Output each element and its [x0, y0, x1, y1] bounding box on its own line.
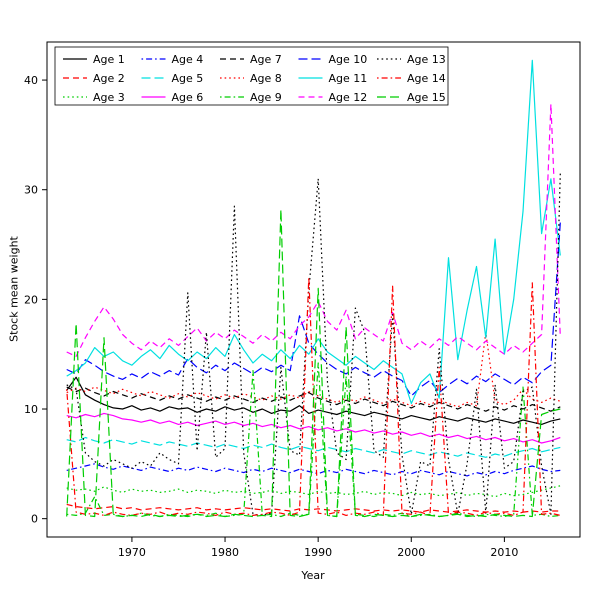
x-tick-label: 1970 — [118, 546, 146, 559]
legend-label-age-14: Age 14 — [407, 72, 446, 85]
y-tick-label: 10 — [24, 403, 38, 416]
x-tick-label: 1990 — [304, 546, 332, 559]
legend-label-age-15: Age 15 — [407, 91, 446, 104]
x-tick-label: 2010 — [490, 546, 518, 559]
series-line-age-2 — [66, 503, 561, 513]
legend-label-age-8: Age 8 — [250, 72, 282, 85]
y-tick-label: 0 — [31, 513, 38, 526]
x-axis-label: Year — [301, 569, 325, 582]
y-tick-label: 30 — [24, 184, 38, 197]
series-line-age-12 — [66, 103, 561, 357]
series-line-age-14 — [66, 276, 561, 517]
legend-label-age-2: Age 2 — [93, 72, 125, 85]
series-line-age-3 — [66, 485, 561, 498]
legend-label-age-13: Age 13 — [407, 53, 446, 66]
legend-label-age-3: Age 3 — [93, 91, 125, 104]
y-axis-label: Stock mean weight — [7, 236, 21, 342]
legend-label-age-12: Age 12 — [329, 91, 368, 104]
legend-label-age-10: Age 10 — [329, 53, 368, 66]
y-tick-label: 40 — [24, 74, 38, 87]
legend-label-age-11: Age 11 — [329, 72, 368, 85]
series-line-age-10 — [66, 222, 561, 397]
series-line-age-4 — [66, 463, 561, 477]
legend-box — [54, 46, 449, 106]
x-tick-label: 1980 — [211, 546, 239, 559]
series-line-age-11 — [66, 59, 561, 405]
legend-label-age-4: Age 4 — [172, 53, 204, 66]
legend-label-age-1: Age 1 — [93, 53, 125, 66]
series-line-age-13 — [66, 173, 561, 517]
legend-label-age-9: Age 9 — [250, 91, 282, 104]
series-line-age-5 — [66, 436, 561, 458]
series-line-age-8 — [66, 331, 561, 408]
x-tick-label: 2000 — [397, 546, 425, 559]
series-line-age-6 — [66, 412, 561, 444]
legend-label-age-6: Age 6 — [172, 91, 204, 104]
legend-label-age-5: Age 5 — [172, 72, 204, 85]
y-tick-label: 20 — [24, 293, 38, 306]
legend-label-age-7: Age 7 — [250, 53, 282, 66]
series-line-age-15 — [66, 208, 561, 518]
plot-border — [46, 41, 581, 538]
